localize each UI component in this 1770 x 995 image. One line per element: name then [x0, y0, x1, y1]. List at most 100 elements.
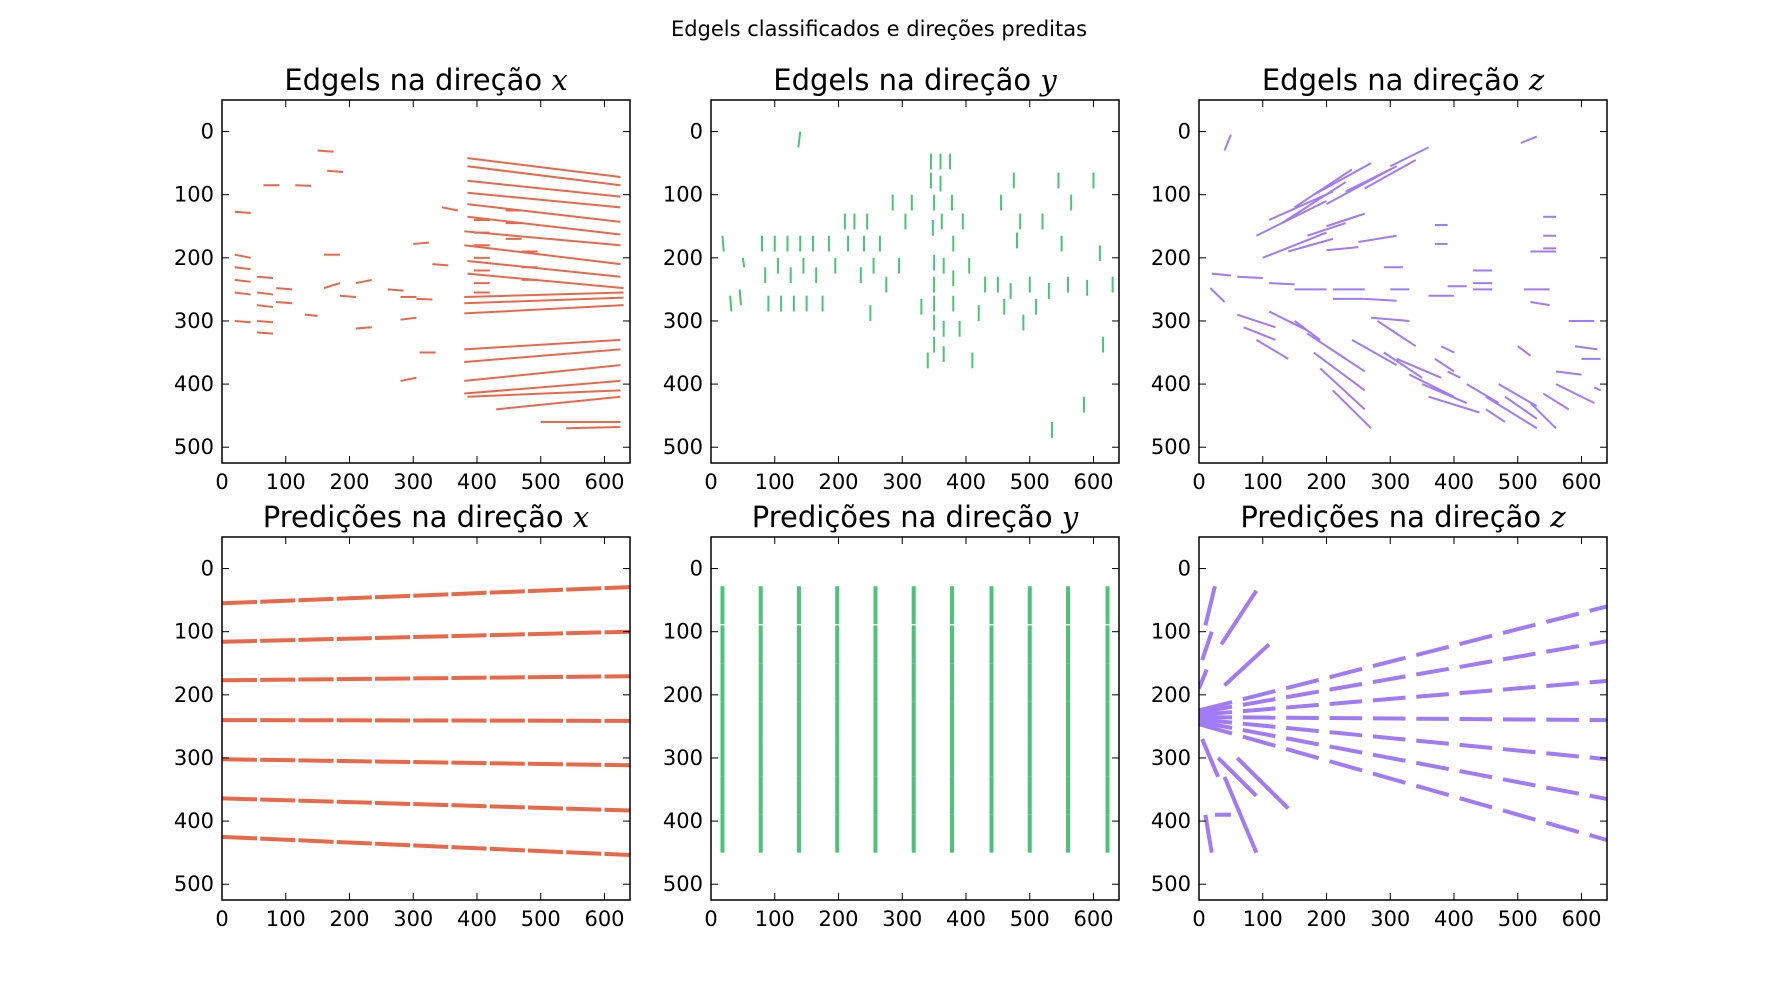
edgel-segment	[1459, 796, 1493, 810]
x-tick-label: 300	[393, 470, 433, 494]
edgel-segment	[1268, 310, 1308, 332]
panel-4: Predições na direção x 0 100 200 300 400 500 60…	[174, 500, 631, 931]
edgel-segment	[260, 797, 296, 803]
x-tick-label: 0	[704, 907, 717, 931]
edgel-segment	[234, 291, 251, 296]
edgel-segment	[256, 304, 274, 309]
edgel-segment	[464, 338, 621, 351]
edgel-segment	[1255, 339, 1289, 360]
edgel-segment	[336, 758, 372, 764]
edgel-segment	[464, 304, 624, 315]
edgel-segment	[1223, 134, 1232, 151]
x-tick-label: 500	[1498, 470, 1538, 494]
edgel-segment	[339, 294, 356, 298]
plot-area	[1209, 134, 1602, 430]
y-tick-label: 200	[174, 246, 214, 270]
edgel-segment	[1329, 744, 1363, 755]
edgel-segment	[1504, 395, 1538, 420]
edgel-segment	[1242, 728, 1276, 739]
x-tick-label: 100	[266, 907, 306, 931]
panel-title-text: Edgels na direção	[773, 63, 1040, 97]
y-tick-label: 100	[663, 620, 703, 644]
edgel-segment	[489, 632, 525, 638]
y-tick-label: 500	[663, 872, 703, 896]
edgel-segment	[1345, 165, 1398, 193]
edgel-segment	[1216, 756, 1258, 798]
edgel-segment	[1285, 736, 1320, 747]
edgel-segment	[1545, 820, 1580, 834]
y-tick-label: 500	[174, 872, 214, 896]
edgel-segment	[1502, 651, 1536, 662]
x-tick-label: 500	[521, 907, 561, 931]
x-tick-label: 200	[329, 907, 369, 931]
edgel-segment	[222, 599, 258, 606]
edgel-segment	[451, 803, 487, 809]
edgel-segment	[566, 426, 621, 430]
edgel-segment	[1199, 668, 1209, 690]
y-tick-label: 400	[663, 372, 703, 396]
edgel-segment	[1372, 771, 1406, 785]
edgel-segment	[489, 804, 525, 810]
edgel-segment	[1358, 234, 1397, 244]
edgel-segment	[464, 244, 621, 266]
edgel-segment	[467, 272, 624, 290]
edgel-segment	[721, 235, 725, 252]
edgel-segment	[1371, 316, 1410, 322]
edgel-segment	[1428, 395, 1480, 414]
y-tick-label: 100	[1151, 183, 1191, 207]
edgel-segment	[374, 800, 411, 806]
edgel-segment	[527, 587, 564, 594]
edgel-segment	[1242, 697, 1276, 707]
edgel-segment	[295, 184, 312, 187]
edgel-segment	[1329, 699, 1363, 706]
x-tick-label: 400	[946, 907, 986, 931]
edgel-segment	[260, 637, 296, 643]
edgel-segment	[413, 802, 449, 808]
edgel-segment	[256, 291, 274, 296]
edgel-segment	[1459, 769, 1493, 780]
y-tick-label: 500	[663, 435, 703, 459]
edgel-segment	[1211, 272, 1231, 277]
panel-title-text: Edgels na direção	[284, 63, 551, 97]
edgel-segment	[1294, 320, 1321, 341]
x-tick-label: 400	[457, 907, 497, 931]
edgel-segment	[413, 760, 449, 765]
edgel-segment	[1416, 738, 1449, 746]
x-tick-label: 500	[1010, 907, 1050, 931]
edgel-segment	[1326, 246, 1359, 252]
edgel-segment	[298, 838, 334, 844]
x-tick-label: 600	[1561, 907, 1601, 931]
edgel-segment	[1372, 734, 1406, 742]
panel-title: Predições na direção x	[263, 500, 589, 534]
y-tick-label: 300	[174, 746, 214, 770]
edgel-segment	[1589, 639, 1607, 647]
edgel-segment	[1235, 756, 1290, 810]
panel-title: Predições na direção y	[752, 500, 1079, 534]
edgel-segment	[374, 841, 411, 848]
edgel-segment	[260, 757, 296, 763]
edgel-segment	[1319, 367, 1366, 411]
edgel-segment	[323, 282, 341, 290]
panel-title-var: y	[1038, 63, 1057, 97]
edgel-segment	[234, 253, 251, 259]
edgel-segment	[256, 319, 274, 324]
edgel-segment	[527, 761, 564, 767]
panel-5: Predições na direção y 0 100 200 300 400 500 60…	[663, 500, 1120, 931]
edgel-segment	[1376, 320, 1417, 348]
edgel-segment	[527, 631, 564, 637]
edgel-segment	[1502, 777, 1536, 788]
edgel-segment	[1485, 408, 1506, 423]
y-tick-label: 0	[690, 557, 703, 581]
edgel-segment	[276, 301, 293, 305]
edgel-segment	[1269, 282, 1295, 286]
edgel-segment	[1434, 358, 1455, 373]
y-tick-label: 300	[663, 309, 703, 333]
edgel-segment	[566, 586, 602, 592]
y-tick-label: 200	[1151, 683, 1191, 707]
edgel-segment	[1223, 642, 1271, 687]
edgel-segment	[1589, 793, 1607, 802]
edgel-segment	[1286, 702, 1319, 710]
edgel-segment	[1329, 730, 1363, 738]
edgel-segment	[467, 165, 621, 187]
